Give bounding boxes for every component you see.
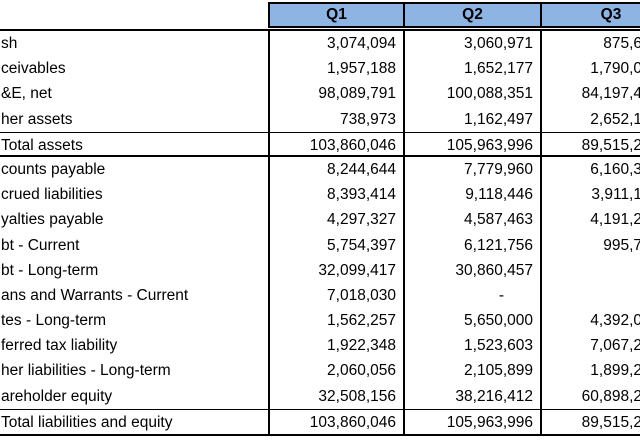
- row-label-cell[interactable]: sh: [0, 31, 270, 57]
- row-label-cell[interactable]: areholder equity: [0, 383, 270, 409]
- table-row: Total liabilities and equity 103,860,046…: [0, 408, 640, 434]
- q1-value-cell[interactable]: 32,508,156: [270, 383, 405, 409]
- q1-value-cell[interactable]: 1,922,348: [270, 333, 405, 359]
- q3-value-cell[interactable]: [542, 258, 640, 283]
- q3-value-cell[interactable]: [542, 283, 640, 308]
- q3-value-cell[interactable]: 1,790,0: [590, 60, 640, 78]
- row-label-cell[interactable]: bt - Current: [0, 232, 270, 258]
- q1-value-cell[interactable]: 8,244,644: [270, 156, 405, 183]
- q3-value-cell[interactable]: 84,197,4: [581, 85, 640, 103]
- q1-value-cell[interactable]: 103,860,046: [270, 409, 405, 434]
- q2-value-cell[interactable]: 38,216,412: [405, 383, 542, 409]
- table-row: tes - Long-term 1,562,257 5,650,000 4,39…: [0, 308, 640, 334]
- q2-value-cell[interactable]: 6,121,756: [405, 232, 542, 258]
- q2-value-cell[interactable]: 1,652,177: [405, 56, 542, 82]
- row-label-cell[interactable]: counts payable: [0, 156, 270, 183]
- q3-value-cell[interactable]: 89,515,2: [581, 413, 640, 431]
- table-row: ceivables 1,957,188 1,652,177 1,790,0: [0, 56, 640, 82]
- q2-value-cell[interactable]: 1,162,497: [405, 106, 542, 132]
- q1-value-cell[interactable]: 5,754,397: [270, 232, 405, 258]
- q1-value-cell[interactable]: 8,393,414: [270, 182, 405, 208]
- row-label-cell[interactable]: yalties payable: [0, 207, 270, 233]
- q2-value-cell[interactable]: -: [405, 282, 542, 309]
- q2-value-cell[interactable]: 1,523,603: [405, 333, 542, 359]
- row-label-cell[interactable]: Total assets: [0, 132, 270, 155]
- table-row: her liabilities - Long-term 2,060,056 2,…: [0, 358, 640, 384]
- table-row: areholder equity 32,508,156 38,216,412 6…: [0, 383, 640, 409]
- q3-value-cell[interactable]: 4,392,0: [590, 312, 640, 330]
- balance-sheet-table: sh 3,074,094 3,060,971 875,6 ceivables 1…: [0, 29, 640, 436]
- q2-value-cell[interactable]: 4,587,463: [405, 207, 542, 233]
- row-label-cell[interactable]: ans and Warrants - Current: [0, 282, 270, 309]
- column-header-q1[interactable]: Q1: [268, 2, 405, 28]
- row-label-cell[interactable]: her liabilities - Long-term: [0, 358, 270, 384]
- q1-value-cell[interactable]: 3,074,094: [270, 31, 405, 57]
- column-header-row: Q1 Q2 Q3: [268, 2, 640, 28]
- q3-value-cell[interactable]: 6,160,3: [590, 160, 640, 178]
- row-label-cell[interactable]: Total liabilities and equity: [0, 409, 270, 434]
- row-label-cell[interactable]: &E, net: [0, 81, 270, 107]
- q2-value-cell[interactable]: 105,963,996: [405, 409, 542, 434]
- column-header-q3[interactable]: Q3: [540, 2, 640, 28]
- table-row: ferred tax liability 1,922,348 1,523,603…: [0, 333, 640, 359]
- table-row: &E, net 98,089,791 100,088,351 84,197,4: [0, 81, 640, 107]
- row-label-cell[interactable]: her assets: [0, 106, 270, 132]
- q2-value-cell[interactable]: 2,105,899: [405, 358, 542, 384]
- table-row: counts payable 8,244,644 7,779,960 6,160…: [0, 156, 640, 183]
- table-row: bt - Current 5,754,397 6,121,756 995,7: [0, 232, 640, 258]
- table-row: yalties payable 4,297,327 4,587,463 4,19…: [0, 207, 640, 233]
- q3-value-cell[interactable]: 2,652,1: [590, 110, 640, 128]
- row-label-cell[interactable]: bt - Long-term: [0, 257, 270, 283]
- table-row: bt - Long-term 32,099,417 30,860,457: [0, 257, 640, 283]
- q1-value-cell[interactable]: 738,973: [270, 106, 405, 132]
- table-row: ans and Warrants - Current 7,018,030 -: [0, 282, 640, 309]
- q2-value-cell[interactable]: 30,860,457: [405, 257, 542, 283]
- q3-value-cell[interactable]: 89,515,2: [581, 136, 640, 154]
- q3-value-cell[interactable]: 995,7: [603, 236, 640, 254]
- q2-value-cell[interactable]: 3,060,971: [405, 31, 542, 57]
- table-row: Total assets 103,860,046 105,963,996 89,…: [0, 131, 640, 157]
- column-header-q2[interactable]: Q2: [403, 2, 542, 28]
- q2-value-cell[interactable]: 5,650,000: [405, 308, 542, 334]
- q3-value-cell[interactable]: 1,899,2: [590, 362, 640, 380]
- table-row: sh 3,074,094 3,060,971 875,6: [0, 31, 640, 57]
- q3-value-cell[interactable]: 4,191,2: [590, 211, 640, 229]
- row-label-cell[interactable]: ferred tax liability: [0, 333, 270, 359]
- q2-value-cell[interactable]: 7,779,960: [405, 156, 542, 183]
- q2-value-cell[interactable]: 105,963,996: [405, 132, 542, 155]
- table-row: crued liabilities 8,393,414 9,118,446 3,…: [0, 182, 640, 208]
- q2-value-cell[interactable]: 9,118,446: [405, 182, 542, 208]
- q1-value-cell[interactable]: 103,860,046: [270, 132, 405, 155]
- q1-value-cell[interactable]: 4,297,327: [270, 207, 405, 233]
- q3-value-cell[interactable]: 7,067,2: [590, 337, 640, 355]
- row-label-cell[interactable]: tes - Long-term: [0, 308, 270, 334]
- row-label-cell[interactable]: crued liabilities: [0, 182, 270, 208]
- q1-value-cell[interactable]: 98,089,791: [270, 81, 405, 107]
- q3-value-cell[interactable]: 875,6: [603, 35, 640, 52]
- q1-value-cell[interactable]: 1,562,257: [270, 308, 405, 334]
- q3-value-cell[interactable]: 3,911,1: [591, 186, 640, 204]
- q1-value-cell[interactable]: 2,060,056: [270, 358, 405, 384]
- q2-value-cell[interactable]: 100,088,351: [405, 81, 542, 107]
- table-row: her assets 738,973 1,162,497 2,652,1: [0, 106, 640, 132]
- row-label-cell[interactable]: ceivables: [0, 56, 270, 82]
- q1-value-cell[interactable]: 1,957,188: [270, 56, 405, 82]
- q1-value-cell[interactable]: 7,018,030: [270, 282, 405, 309]
- q1-value-cell[interactable]: 32,099,417: [270, 257, 405, 283]
- q3-value-cell[interactable]: 60,898,2: [581, 387, 640, 405]
